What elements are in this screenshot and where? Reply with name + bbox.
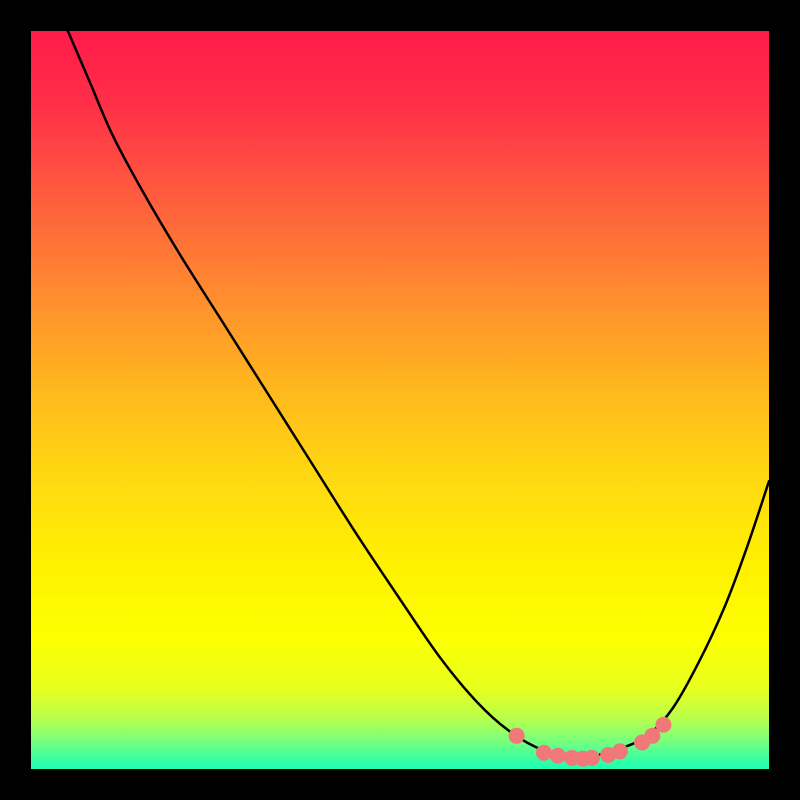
outer-background: [0, 0, 800, 800]
marker-point: [536, 745, 552, 761]
marker-point: [509, 728, 525, 744]
chart-frame: TheBottlenecker.com: [0, 0, 800, 800]
optimal-range-markers: [509, 717, 672, 767]
marker-point: [644, 728, 660, 744]
attribution-text: TheBottlenecker.com: [580, 6, 782, 29]
marker-point: [564, 750, 580, 766]
marker-point: [612, 743, 628, 759]
plot-gradient-background: [31, 31, 769, 769]
marker-point: [575, 751, 591, 767]
marker-point: [634, 734, 650, 750]
marker-point: [584, 750, 600, 766]
marker-point: [550, 748, 566, 764]
bottleneck-curve: [68, 31, 769, 758]
marker-point: [600, 747, 616, 763]
marker-point: [655, 717, 671, 733]
chart-svg: [0, 0, 800, 800]
